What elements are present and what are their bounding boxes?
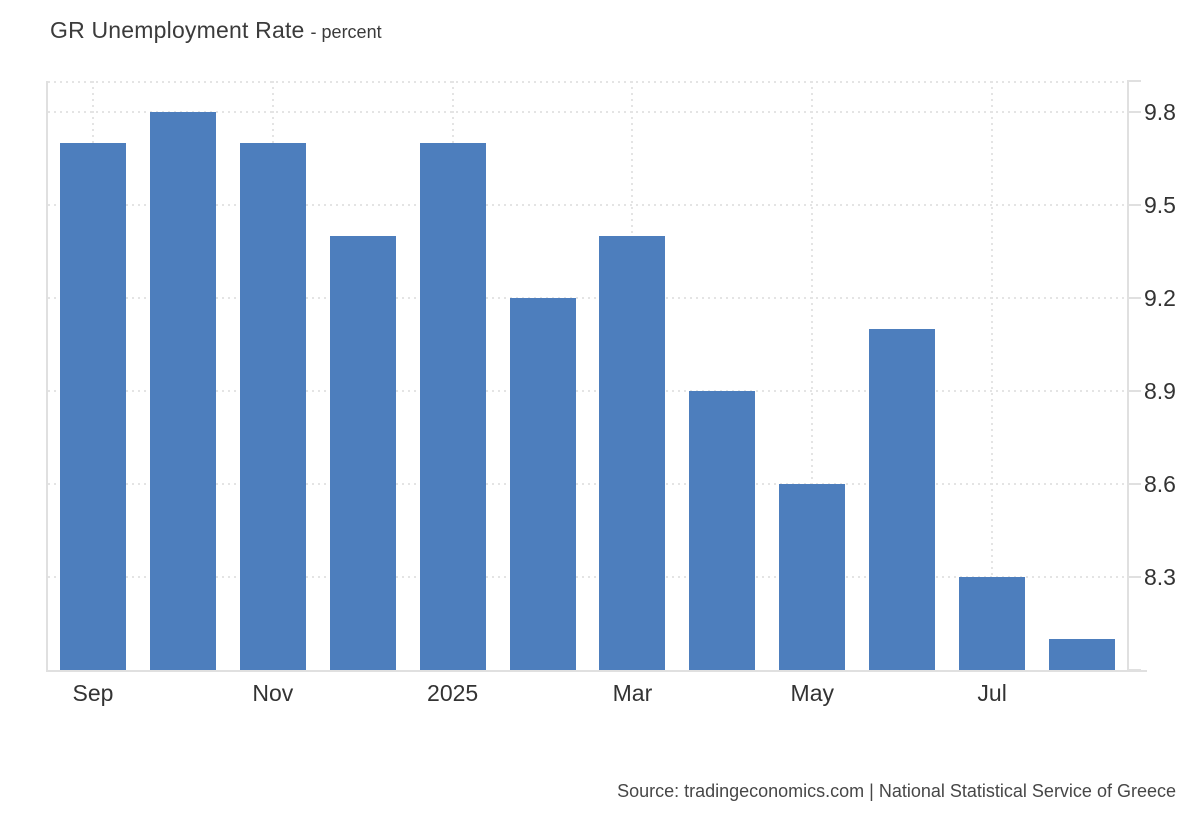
bar-jun[interactable] <box>869 329 936 670</box>
y-axis-label: 9.2 <box>1144 285 1176 311</box>
y-axis-tick <box>1127 483 1141 485</box>
y-axis-label: 8.6 <box>1144 471 1176 497</box>
y-axis-label: 8.3 <box>1144 564 1176 590</box>
y-axis-tick <box>1127 80 1141 82</box>
x-axis-label: May <box>790 680 834 706</box>
x-axis-label: Nov <box>252 680 294 706</box>
page-subtitle: - percent <box>310 22 382 42</box>
x-axis-label: Sep <box>72 680 114 706</box>
x-axis-label: Mar <box>612 680 653 706</box>
bar-sep[interactable] <box>59 143 126 670</box>
y-axis-tick <box>1127 111 1141 113</box>
gridline-vertical <box>811 81 814 670</box>
bar-nov[interactable] <box>239 143 306 670</box>
bar-apr[interactable] <box>689 391 756 670</box>
bar-dec[interactable] <box>329 236 396 670</box>
y-axis-label: 9.5 <box>1144 192 1176 218</box>
y-axis-label: 9.8 <box>1144 99 1176 125</box>
right-axis-line <box>1127 81 1129 672</box>
left-axis-line <box>46 81 48 672</box>
source-attribution: Source: tradingeconomics.com | National … <box>617 781 1176 801</box>
plot-area <box>46 81 1147 672</box>
bar-oct[interactable] <box>149 112 216 670</box>
bar-mar[interactable] <box>599 236 666 670</box>
gridline <box>48 576 1127 578</box>
y-axis-label: 8.9 <box>1144 378 1176 404</box>
y-axis-tick <box>1127 669 1141 671</box>
gridline-vertical <box>991 81 994 670</box>
x-axis-label: 2025 <box>427 680 479 706</box>
y-axis-tick <box>1127 297 1141 299</box>
y-axis-tick <box>1127 204 1141 206</box>
bottom-axis-line <box>46 670 1147 672</box>
y-axis-tick <box>1127 390 1141 392</box>
y-axis: 9.8 9.5 9.2 8.9 8.6 8.3 <box>1127 80 1200 671</box>
gridline <box>48 204 1127 206</box>
gridline <box>48 483 1127 485</box>
y-axis-tick <box>1127 576 1141 578</box>
gridline <box>48 111 1127 113</box>
bar-may[interactable] <box>779 484 846 670</box>
bar-aug[interactable] <box>1049 639 1116 670</box>
gridline <box>48 390 1127 392</box>
gridline <box>48 297 1127 299</box>
x-axis-label: Jul <box>977 680 1007 706</box>
plot-top-border <box>48 81 1127 83</box>
bar-jul[interactable] <box>959 577 1026 670</box>
bar-2025[interactable] <box>419 143 486 670</box>
page-title: GR Unemployment Rate <box>50 17 305 43</box>
chart-header: GR Unemployment Rate - percent <box>50 17 382 44</box>
bar-feb[interactable] <box>509 298 576 670</box>
x-axis: Sep Nov 2025 Mar May Jul <box>48 672 1127 714</box>
